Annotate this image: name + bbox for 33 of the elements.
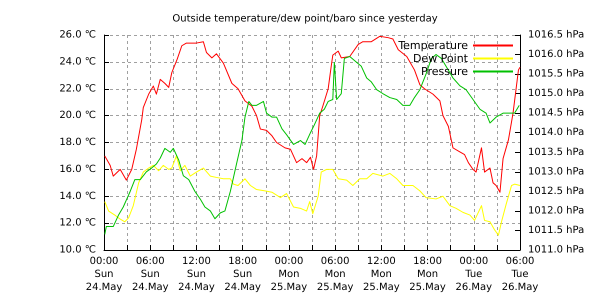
y-tick-label: 10.0 ℃ <box>59 244 96 256</box>
x-tick-label: 00:00 Sun 24.May <box>86 256 122 293</box>
x-tick-label: 00:00 Tue 26.May <box>455 256 492 293</box>
x-tick-label: 18:00 Sun 24.May <box>224 256 262 293</box>
y2-tick-label: 1015.5 hPa <box>528 68 584 80</box>
y2-tick-label: 1011.0 hPa <box>528 244 584 256</box>
y2-tick-label: 1013.0 hPa <box>528 166 584 178</box>
y2-tick-label: 1012.5 hPa <box>528 186 584 197</box>
x-tick-label: 18:00 Mon 25.May <box>409 256 446 293</box>
x-tick-label: 12:00 Sun 24.May <box>178 256 215 293</box>
x-tick-label: 06:00 Mon 25.May <box>316 256 354 293</box>
x-tick-label: 06:00 Sun 24.May <box>132 256 169 293</box>
y-tick-label: 12.0 ℃ <box>59 218 96 229</box>
x-tick-label: 06:00 Tue 26.May <box>502 256 538 293</box>
y2-tick-label: 1016.0 hPa <box>528 49 584 60</box>
x-tick-label: 00:00 Mon 25.May <box>270 256 308 293</box>
y-tick-label: 20.0 ℃ <box>59 110 96 122</box>
y2-tick-label: 1015.0 hPa <box>528 88 584 100</box>
y2-tick-label: 1016.5 hPa <box>528 30 584 40</box>
x-tick-label: 12:00 Mon 25.May <box>363 256 400 293</box>
y2-tick-label: 1011.5 hPa <box>528 224 584 236</box>
y-tick-label: 26.0 ℃ <box>59 30 96 40</box>
chart-title: Outside temperature/dew point/baro since yesterday <box>172 14 438 24</box>
y2-tick-label: 1012.0 hPa <box>528 205 584 216</box>
y2-tick-label: 1014.5 hPa <box>528 108 584 119</box>
y2-tick-label: 1014.0 hPa <box>528 127 584 138</box>
y2-tick-label: 1013.5 hPa <box>528 146 584 158</box>
y-tick-label: 24.0 ℃ <box>59 56 96 68</box>
legend-label: Temperature <box>397 39 468 52</box>
y-tick-label: 18.0 ℃ <box>59 137 96 148</box>
y-tick-label: 16.0 ℃ <box>59 164 96 175</box>
y-tick-label: 22.0 ℃ <box>59 83 96 94</box>
y-tick-label: 14.0 ℃ <box>59 190 96 202</box>
